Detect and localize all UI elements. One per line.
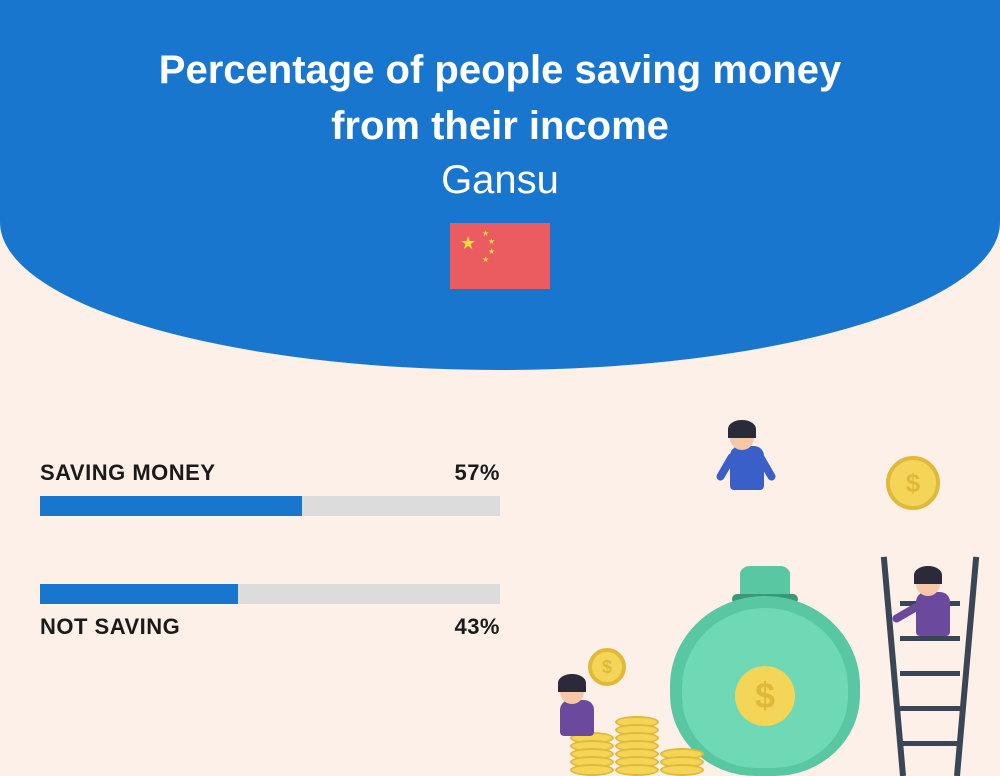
- flag-star-icon: ★: [488, 237, 495, 246]
- title-line2: from their income: [0, 98, 1000, 154]
- coin-icon: $: [886, 456, 940, 510]
- money-bag-icon: $: [670, 546, 860, 776]
- coin-stack-icon: [615, 720, 659, 776]
- bar-label: SAVING MONEY: [40, 460, 216, 486]
- title-line1: Percentage of people saving money: [0, 42, 1000, 98]
- china-flag: ★ ★ ★ ★ ★: [450, 223, 550, 289]
- flag-star-icon: ★: [482, 255, 489, 264]
- person-ladder-icon: [916, 572, 950, 636]
- bar-not-saving: NOT SAVING 43%: [40, 584, 500, 640]
- bar-saving: SAVING MONEY 57%: [40, 460, 500, 516]
- bar-value: 43%: [454, 614, 500, 640]
- person-top-icon: [730, 426, 764, 490]
- coin-icon: $: [588, 648, 626, 686]
- coin-stack-icon: [660, 752, 704, 776]
- subtitle: Gansu: [0, 158, 1000, 203]
- bar-header: SAVING MONEY 57%: [40, 460, 500, 486]
- bar-label: NOT SAVING: [40, 614, 180, 640]
- bar-track: [40, 496, 500, 516]
- header: Percentage of people saving money from t…: [0, 0, 1000, 289]
- illustration: $ $ $: [560, 436, 980, 776]
- bar-fill: [40, 584, 238, 604]
- coin-stack-icon: [570, 736, 614, 776]
- bar-fill: [40, 496, 302, 516]
- dollar-icon: $: [735, 666, 795, 726]
- person-sitting-icon: [560, 680, 594, 736]
- bar-header: NOT SAVING 43%: [40, 614, 500, 640]
- bars-section: SAVING MONEY 57% NOT SAVING 43%: [40, 460, 500, 708]
- bar-value: 57%: [454, 460, 500, 486]
- bar-track: [40, 584, 500, 604]
- flag-star-icon: ★: [460, 233, 476, 254]
